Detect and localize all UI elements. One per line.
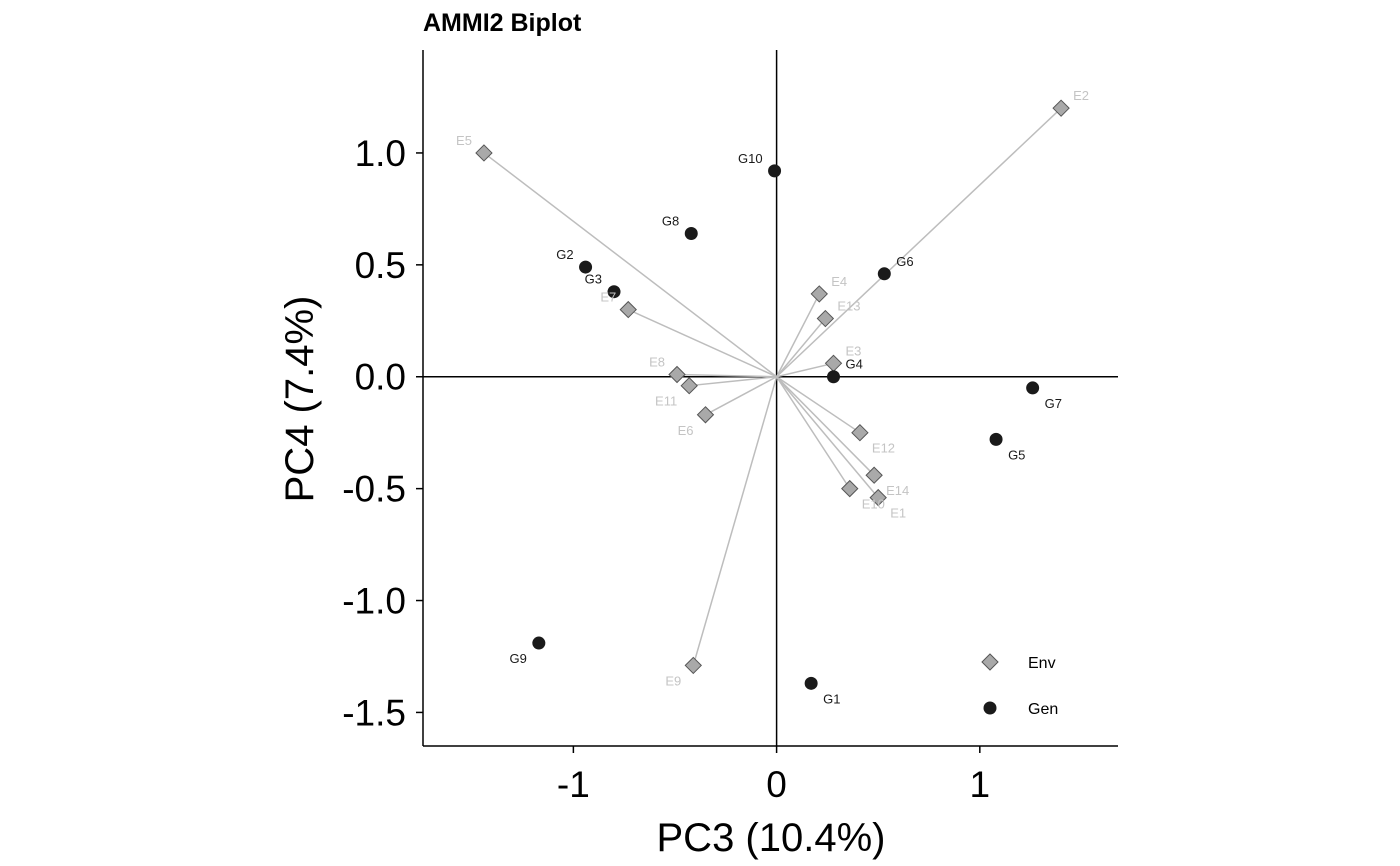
env-label-e2: E2 (1073, 88, 1089, 103)
env-point-e9 (684, 656, 702, 675)
legend-gen-key (983, 701, 997, 715)
env-vector-e13 (776, 318, 826, 378)
gen-label-g6: G6 (896, 254, 913, 269)
y-tick-label: 0.5 (355, 245, 406, 286)
x-tick-label: 0 (766, 764, 787, 805)
env-point-e3 (824, 354, 843, 373)
env-point-e11 (680, 376, 698, 395)
x-tick-label: 1 (970, 764, 991, 805)
env-label-e5: E5 (456, 133, 472, 148)
env-label-e3: E3 (845, 343, 861, 358)
gen-point-g2 (579, 260, 593, 274)
gen-label-g8: G8 (662, 214, 679, 229)
legend-label-env: Env (1028, 655, 1056, 672)
gen-point-g1 (804, 676, 818, 690)
env-vector-e8 (677, 373, 777, 378)
env-label-e13: E13 (837, 299, 860, 314)
env-point-e10 (841, 479, 859, 498)
gen-point-g5 (989, 432, 1003, 446)
env-point-e14 (865, 466, 883, 484)
y-tick-label: -0.5 (342, 469, 406, 510)
env-vector-e11 (689, 375, 777, 387)
env-label-e10: E10 (862, 497, 885, 512)
point-labels: E1 E2 E3 E4 E5 E6 E7 E8 E9 E10 E11 E12 E13 E14 G1 G2 G3 G… (456, 88, 1089, 706)
env-vector-e6 (705, 376, 777, 416)
gen-point-g6 (877, 267, 891, 281)
gen-label-g3: G3 (585, 272, 602, 287)
y-tick-label: 0.0 (355, 357, 406, 398)
y-tick-label: 1.0 (355, 133, 406, 174)
gen-point-g8 (684, 227, 698, 241)
env-point-e6 (696, 406, 715, 424)
y-tick-label: -1.0 (342, 581, 406, 622)
gen-label-g2: G2 (556, 247, 573, 262)
gen-point-g3 (607, 285, 621, 299)
legend-label-gen: Gen (1028, 701, 1058, 718)
env-label-e12: E12 (872, 441, 895, 456)
env-label-e11: E11 (655, 394, 677, 409)
y-axis-title: PC4 (7.4%) (278, 296, 322, 503)
env-point-e13 (816, 309, 835, 328)
env-label-e4: E4 (831, 274, 847, 289)
x-tick-label: -1 (557, 764, 590, 805)
gen-label-g5: G5 (1008, 447, 1025, 462)
plot-marks (475, 99, 1070, 690)
y-tick-label: -1.5 (342, 692, 406, 733)
gen-point-g10 (768, 164, 782, 178)
env-label-e7: E7 (600, 290, 616, 305)
env-vector-e12 (776, 376, 861, 434)
x-axis-title: PC3 (10.4%) (657, 816, 886, 860)
env-vector-e14 (776, 376, 875, 476)
axes: -1 0 1 1.0 0.5 0.0 -0.5 -1.0 -1.5 (342, 50, 1118, 805)
env-point-e2 (1052, 99, 1070, 117)
env-label-e8: E8 (649, 355, 665, 370)
env-vector-e1 (776, 376, 879, 499)
chart-title: AMMI2 Biplot (423, 9, 582, 37)
gen-point-g9 (532, 636, 546, 650)
env-label-e9: E9 (665, 673, 681, 688)
env-vectors (483, 107, 1062, 666)
env-point-e1 (869, 488, 887, 507)
env-point-e7 (619, 300, 637, 319)
gen-point-g7 (1026, 381, 1040, 395)
legend: Env Gen (981, 653, 1058, 718)
gen-label-g4: G4 (845, 357, 862, 372)
gen-point-g4 (826, 370, 840, 384)
env-label-e14: E14 (886, 483, 909, 498)
env-vector-e7 (627, 308, 777, 378)
env-vector-e2 (776, 107, 1062, 378)
env-label-e1: E1 (890, 506, 906, 521)
env-point-e5 (475, 144, 493, 162)
env-label-e6: E6 (678, 423, 694, 438)
env-vector-e3 (776, 362, 834, 378)
gen-label-g7: G7 (1045, 396, 1062, 411)
gen-label-g9: G9 (509, 651, 526, 666)
gen-label-g10: G10 (738, 151, 763, 166)
legend-env-key (981, 653, 999, 671)
env-point-e8 (668, 365, 686, 384)
gen-label-g1: G1 (823, 691, 840, 706)
env-point-e4 (810, 285, 828, 303)
env-point-e12 (851, 423, 869, 442)
env-vector-e10 (775, 376, 851, 490)
env-vector-e4 (775, 293, 820, 378)
env-vector-e5 (483, 152, 778, 378)
env-vector-e9 (692, 376, 778, 666)
